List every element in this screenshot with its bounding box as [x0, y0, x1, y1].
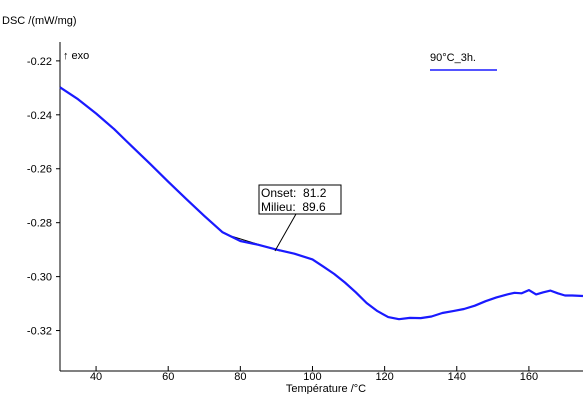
x-axis: 40 60 80 100 120 140 160 [90, 366, 538, 383]
y-tick-label: -0.26 [27, 164, 52, 176]
y-tick-label: -0.30 [27, 272, 52, 284]
onset-annotation: Onset: 81.2 Milieu: 89.6 [258, 184, 342, 252]
x-tick-label: 140 [448, 371, 466, 383]
y-tick-label: -0.28 [27, 218, 52, 230]
x-tick-label: 100 [303, 371, 321, 383]
x-tick-label: 80 [234, 371, 246, 383]
y-tick-label: -0.32 [27, 326, 52, 338]
x-tick-label: 60 [162, 371, 174, 383]
x-tick-label: 120 [375, 371, 393, 383]
series-line-90c-3h [59, 86, 583, 321]
y-tick-label: -0.24 [27, 110, 52, 122]
exo-indicator: ↑ exo [63, 50, 89, 62]
x-tick-label: 160 [520, 371, 538, 383]
legend: 90°C_3h. [430, 52, 497, 71]
annotation-leader [274, 213, 297, 252]
y-tick-label: -0.22 [27, 56, 52, 68]
annotation-onset: Onset: 81.2 [261, 186, 327, 200]
y-axis: -0.22 -0.24 -0.26 -0.28 -0.30 -0.32 [27, 56, 60, 338]
legend-label: 90°C_3h. [430, 52, 476, 64]
annotation-box [258, 184, 342, 215]
y-axis-label: DSC /(mW/mg) [2, 15, 77, 27]
x-tick-label: 40 [90, 371, 102, 383]
x-axis-label: Température /°C [286, 383, 366, 394]
annotation-milieu: Milieu: 89.6 [261, 200, 326, 214]
